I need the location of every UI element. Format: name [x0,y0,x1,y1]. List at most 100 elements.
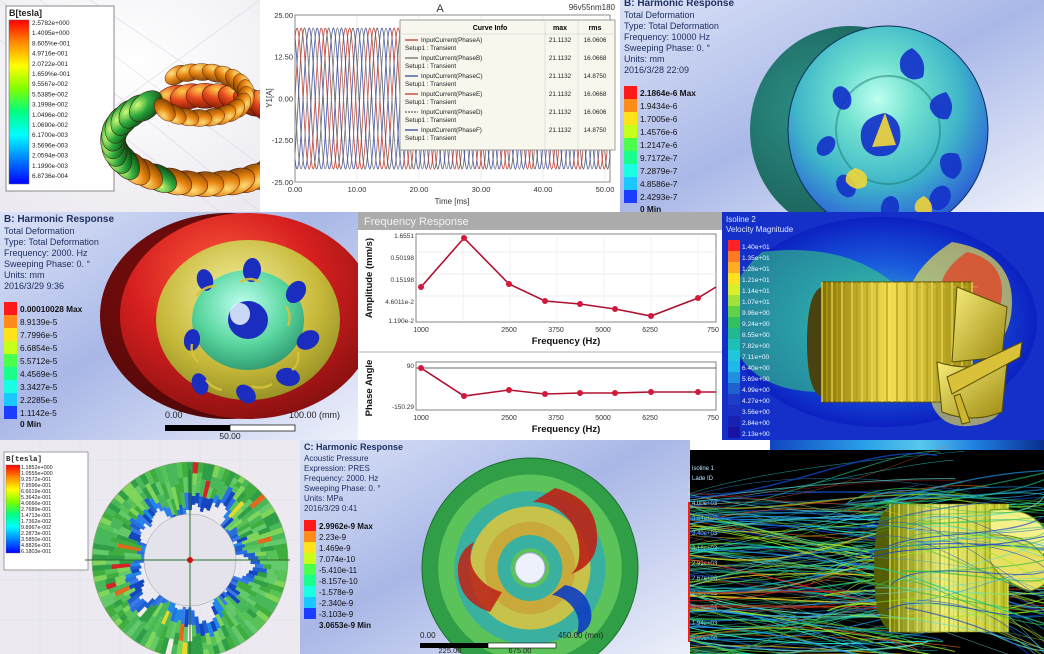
svg-text:2016/3/29 0:41: 2016/3/29 0:41 [304,504,358,513]
svg-text:5.5385e-002: 5.5385e-002 [32,91,68,98]
svg-text:30.00: 30.00 [472,185,491,194]
svg-text:0 Min: 0 Min [640,204,661,212]
svg-text:4.8586e-7: 4.8586e-7 [640,179,678,189]
svg-text:Time [ms]: Time [ms] [435,197,470,206]
svg-text:Curve Info: Curve Info [473,25,508,32]
svg-text:0.00010028 Max: 0.00010028 Max [20,304,83,314]
svg-text:Setup1 : Transient: Setup1 : Transient [405,135,456,142]
svg-text:3750: 3750 [548,415,564,422]
svg-text:1.4095e+000: 1.4095e+000 [32,30,70,37]
svg-text:1.1142e-5: 1.1142e-5 [20,408,57,418]
svg-text:-3.103e-9: -3.103e-9 [319,610,354,619]
svg-text:Units: mm: Units: mm [624,54,665,64]
svg-text:2.4293e-7: 2.4293e-7 [640,192,678,202]
svg-text:Setup1 : Transient: Setup1 : Transient [405,99,456,106]
svg-text:7.2879e-7: 7.2879e-7 [640,166,678,176]
svg-text:Y1[A]: Y1[A] [265,88,274,108]
svg-text:Units: mm: Units: mm [4,270,45,280]
svg-text:225.00: 225.00 [439,646,462,654]
svg-text:Frequency: 10000 Hz: Frequency: 10000 Hz [624,32,711,42]
svg-text:Acoustic Pressure: Acoustic Pressure [304,454,369,463]
svg-text:2.23e-9: 2.23e-9 [319,533,347,542]
svg-text:Setup1 : Transient: Setup1 : Transient [405,117,456,124]
svg-text:20.00: 20.00 [410,185,429,194]
svg-text:21.1132: 21.1132 [549,37,572,44]
svg-text:Sweeping Phase: 0. °: Sweeping Phase: 0. ° [304,484,381,493]
svg-text:3.1998e-002: 3.1998e-002 [32,102,68,109]
svg-text:-1.578e-9: -1.578e-9 [319,588,354,597]
svg-text:B[tesla]: B[tesla] [9,8,42,18]
svg-text:14.8750: 14.8750 [584,127,607,134]
svg-text:9.5567e-002: 9.5567e-002 [32,81,68,88]
svg-text:2.5782e+000: 2.5782e+000 [32,20,70,27]
svg-text:7.82e+00: 7.82e+00 [742,343,770,350]
svg-text:16.0606: 16.0606 [584,109,607,116]
svg-text:1.659%e-001: 1.659%e-001 [32,71,70,78]
svg-text:4.9716e-001: 4.9716e-001 [32,51,68,58]
svg-text:6.8736e-004: 6.8736e-004 [32,173,68,180]
svg-text:2500: 2500 [501,415,517,422]
svg-text:0.00: 0.00 [165,410,183,420]
svg-text:3.5696e-003: 3.5696e-003 [32,142,68,149]
svg-text:B: Harmonic Response: B: Harmonic Response [624,0,734,9]
svg-text:0 Min: 0 Min [20,419,41,429]
svg-text:5000: 5000 [595,327,611,334]
svg-text:InputCurrent(PhaseC): InputCurrent(PhaseC) [421,73,483,80]
svg-text:1.0496e-002: 1.0496e-002 [32,112,68,119]
svg-text:2.9962e-9 Max: 2.9962e-9 Max [319,522,373,531]
svg-text:2.13e+00: 2.13e+00 [742,431,770,438]
svg-text:Setup1 : Transient: Setup1 : Transient [405,45,456,52]
svg-text:InputCurrent(PhaseB): InputCurrent(PhaseB) [421,55,482,62]
svg-text:9.7172e-7: 9.7172e-7 [640,153,678,163]
svg-text:16.0668: 16.0668 [584,91,607,98]
svg-text:7.074e-10: 7.074e-10 [319,555,356,564]
svg-text:Type: Total Deformation: Type: Total Deformation [624,21,719,31]
svg-text:4.99e+00: 4.99e+00 [742,387,770,394]
svg-text:21.1132: 21.1132 [549,55,572,62]
svg-text:0.00: 0.00 [420,631,436,640]
svg-text:Phase Angle: Phase Angle [364,360,375,417]
svg-text:12.50: 12.50 [274,53,293,62]
svg-text:21.1132: 21.1132 [549,127,572,134]
svg-text:16.0606: 16.0606 [584,37,607,44]
svg-text:0.00: 0.00 [288,185,303,194]
svg-text:1.14e+01: 1.14e+01 [742,288,770,295]
svg-text:21.1132: 21.1132 [549,109,572,116]
svg-text:9.96e+00: 9.96e+00 [742,310,770,317]
svg-text:Frequency (Hz): Frequency (Hz) [532,336,601,347]
svg-text:7.7996e-5: 7.7996e-5 [20,330,58,340]
svg-text:1.0690e-002: 1.0690e-002 [32,122,68,129]
svg-text:-12.50: -12.50 [272,136,293,145]
svg-text:2.0722e-001: 2.0722e-001 [32,61,68,68]
svg-text:96v55nm180: 96v55nm180 [569,3,616,12]
svg-text:Lade ID: Lade ID [692,476,714,482]
svg-text:Sweeping Phase: 0. °: Sweeping Phase: 0. ° [624,43,711,53]
svg-text:1.40e+01: 1.40e+01 [742,244,770,251]
svg-text:3.56e+00: 3.56e+00 [742,409,770,416]
svg-text:0.00: 0.00 [278,95,293,104]
svg-text:1000: 1000 [413,415,429,422]
svg-text:1.07e+01: 1.07e+01 [742,299,770,306]
svg-text:6.1700e-003: 6.1700e-003 [32,132,68,139]
svg-text:2.2285e-5: 2.2285e-5 [20,395,58,405]
svg-text:4.27e+00: 4.27e+00 [742,398,770,405]
svg-text:B: Harmonic Response: B: Harmonic Response [4,214,114,225]
svg-text:2.1864e-6 Max: 2.1864e-6 Max [640,88,696,98]
svg-text:C: Harmonic Response: C: Harmonic Response [304,442,403,452]
svg-text:InputCurrent(PhaseF): InputCurrent(PhaseF) [421,127,482,134]
svg-text:2.0594e-003: 2.0594e-003 [32,153,68,160]
svg-text:Isoline 2: Isoline 2 [726,215,756,224]
svg-text:-5.410e-11: -5.410e-11 [319,566,358,575]
svg-text:Units: MPa: Units: MPa [304,494,344,503]
svg-text:6250: 6250 [642,327,658,334]
svg-text:Frequency Response: Frequency Response [364,216,469,228]
svg-text:A: A [436,3,444,15]
svg-text:7.11e+00: 7.11e+00 [742,354,770,361]
svg-text:2016/3/28 22:09: 2016/3/28 22:09 [624,65,689,75]
svg-text:0.15198: 0.15198 [391,277,415,284]
svg-text:Total Deformation: Total Deformation [624,10,695,20]
svg-text:2500: 2500 [501,327,517,334]
svg-text:6250: 6250 [642,415,658,422]
svg-text:1.2147e-6: 1.2147e-6 [640,140,678,150]
svg-text:1.28e+01: 1.28e+01 [742,266,770,273]
